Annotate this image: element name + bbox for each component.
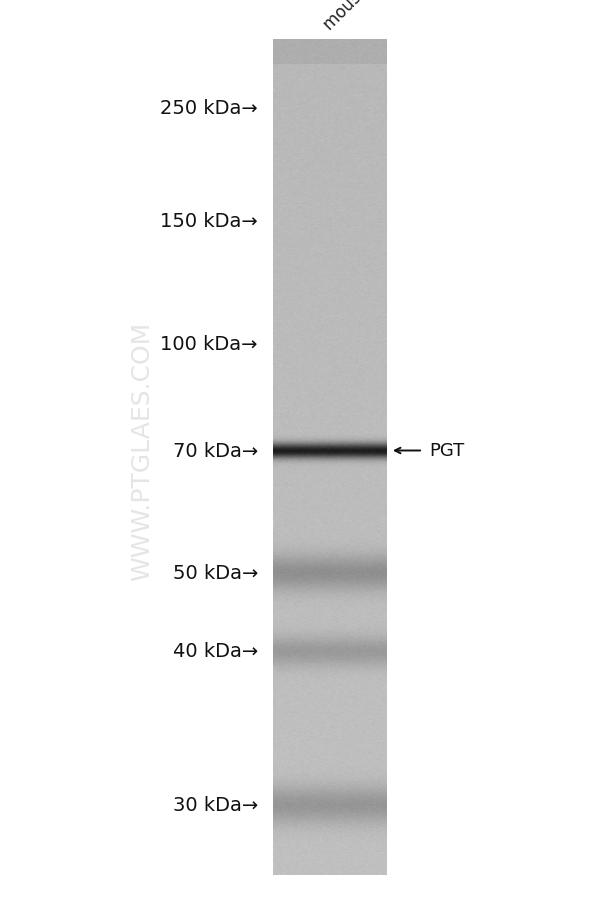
Text: 70 kDa→: 70 kDa→ xyxy=(173,441,258,461)
Text: WWW.PTGLAES.COM: WWW.PTGLAES.COM xyxy=(130,321,154,581)
Text: PGT: PGT xyxy=(429,442,464,460)
Text: 250 kDa→: 250 kDa→ xyxy=(160,98,258,118)
Text: 150 kDa→: 150 kDa→ xyxy=(160,211,258,231)
Text: 50 kDa→: 50 kDa→ xyxy=(173,563,258,583)
Text: 40 kDa→: 40 kDa→ xyxy=(173,641,258,661)
Text: 30 kDa→: 30 kDa→ xyxy=(173,795,258,815)
Text: 100 kDa→: 100 kDa→ xyxy=(161,335,258,354)
Text: mouse heart: mouse heart xyxy=(320,0,407,33)
